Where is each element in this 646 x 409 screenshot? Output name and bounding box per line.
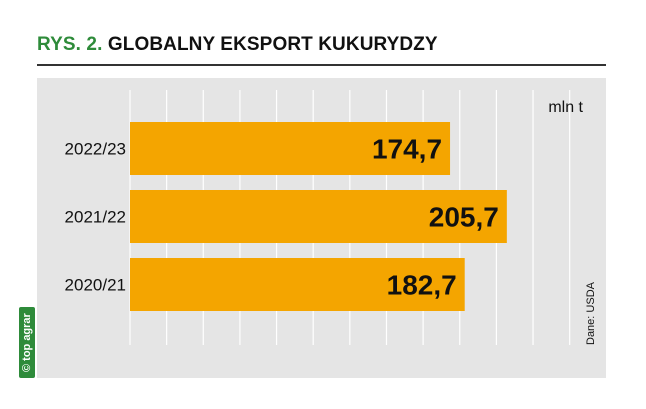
bar — [130, 190, 507, 243]
source-note: Dane: USDA — [585, 282, 597, 345]
title-rule — [37, 64, 606, 66]
top-agrar-logo: © top agrar — [19, 307, 35, 378]
bar — [130, 122, 451, 175]
figure-number: RYS. 2. — [37, 34, 103, 55]
category-label: 2021/22 — [65, 208, 126, 227]
figure-title: GLOBALNY EKSPORT KUKURYDZY — [107, 34, 438, 55]
bar — [130, 258, 465, 311]
data-label: 205,7 — [429, 202, 499, 233]
category-label: 2022/23 — [65, 140, 126, 159]
chart-title: RYS. 2. GLOBALNY EKSPORT KUKURYDZY — [37, 34, 438, 56]
data-label: 174,7 — [372, 134, 442, 165]
data-label: 182,7 — [387, 270, 457, 301]
unit-label: mln t — [548, 99, 583, 116]
category-label: 2020/21 — [65, 276, 126, 295]
